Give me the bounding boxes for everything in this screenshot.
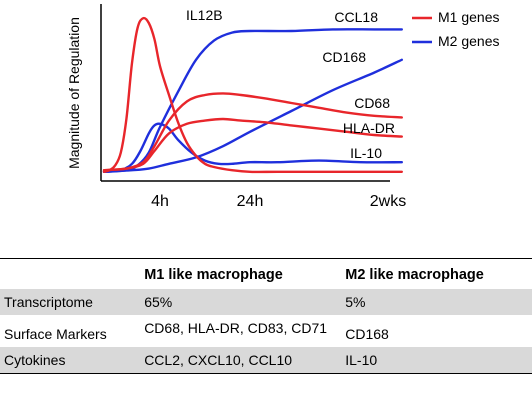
table-header-cell xyxy=(0,258,141,289)
series-line-cd168 xyxy=(102,58,403,173)
m1-cell: CCL2, CXCL10, CCL10 xyxy=(140,347,342,374)
series-line-il-10 xyxy=(102,122,403,173)
table-row: Transcriptome 65% 5% xyxy=(0,289,532,315)
series-label-hla-dr: HLA-DR xyxy=(343,120,395,136)
table-row: Surface Markers CD68, HLA-DR, CD83, CD71… xyxy=(0,315,532,347)
table-header-cell: M1 like macrophage xyxy=(140,258,342,289)
comparison-table: M1 like macrophage M2 like macrophage Tr… xyxy=(0,258,532,374)
line-chart: Magnitude of Regulation 4h 24h 2wks IL12B CD… xyxy=(66,4,499,210)
row-label: Transcriptome xyxy=(0,289,141,315)
m1-cell: CD68, HLA-DR, CD83, CD71 xyxy=(144,320,328,336)
series-line-hla-dr xyxy=(102,117,403,172)
series-label-cd68: CD68 xyxy=(354,95,390,111)
series-label-ccl18: CCL18 xyxy=(334,9,378,25)
comparison-table-wrap: M1 like macrophage M2 like macrophage Tr… xyxy=(0,258,532,374)
series-line-il12b xyxy=(102,16,403,174)
chart-labels: IL12B CD68 HLA-DR CCL18 CD168 IL-10 xyxy=(186,7,395,161)
series-label-il12b: IL12B xyxy=(186,7,223,23)
series-label-il-10: IL-10 xyxy=(350,145,382,161)
row-label: Surface Markers xyxy=(4,326,107,342)
m2-cell: 5% xyxy=(341,289,532,315)
chart-legend: M1 genes M2 genes xyxy=(412,9,499,49)
row-label: Cytokines xyxy=(0,347,141,374)
series-label-cd168: CD168 xyxy=(322,49,366,65)
table-row: Cytokines CCL2, CXCL10, CCL10 IL-10 xyxy=(0,347,532,374)
legend-label: M2 genes xyxy=(438,33,499,49)
chart-series xyxy=(102,16,403,174)
table-header-cell: M2 like macrophage xyxy=(341,258,532,289)
x-tick-label: 4h xyxy=(151,193,169,210)
x-tick-label: 2wks xyxy=(370,193,406,210)
table-header-row: M1 like macrophage M2 like macrophage xyxy=(0,258,532,289)
m2-cell: IL-10 xyxy=(341,347,532,374)
m2-cell: CD168 xyxy=(345,326,389,342)
legend-label: M1 genes xyxy=(438,9,499,25)
y-axis-label: Magnitude of Regulation xyxy=(66,17,82,169)
chart-axes: Magnitude of Regulation 4h 24h 2wks xyxy=(66,4,406,210)
m1-cell: 65% xyxy=(140,289,342,315)
series-line-cd68 xyxy=(102,92,403,172)
x-tick-label: 24h xyxy=(237,193,264,210)
